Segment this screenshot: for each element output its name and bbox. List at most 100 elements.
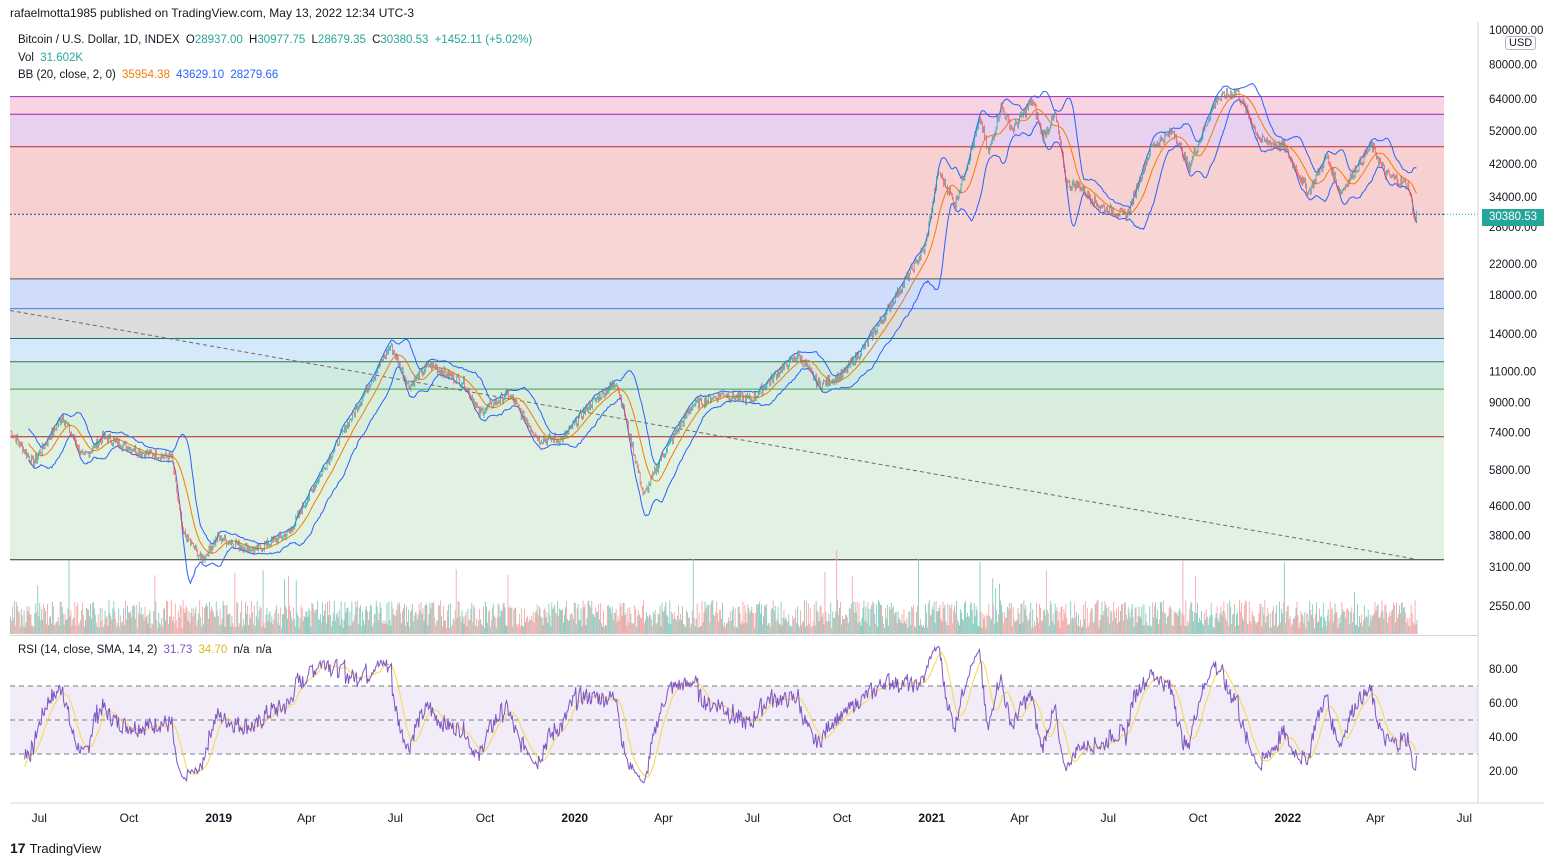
volume-bar [221, 618, 223, 634]
volume-bar [1408, 617, 1410, 634]
volume-bar [918, 559, 920, 634]
volume-bar [51, 601, 53, 634]
volume-bar [502, 603, 504, 634]
volume-bar [906, 618, 908, 634]
volume-bar [126, 619, 127, 634]
volume-bar [173, 623, 175, 634]
volume-bar [1091, 608, 1093, 634]
volume-bar [328, 600, 330, 634]
volume-bar [399, 602, 401, 634]
volume-bar [1134, 608, 1136, 634]
volume-bar [668, 623, 670, 634]
volume-bar [1098, 627, 1100, 634]
volume-bar [412, 621, 414, 634]
volume-bar [809, 607, 811, 634]
volume-bar [545, 617, 547, 634]
volume-bar [1195, 576, 1197, 634]
volume-bar [626, 625, 628, 634]
fib-zones [10, 96, 1478, 561]
volume-bar [452, 618, 454, 634]
volume-bar [1164, 613, 1166, 634]
volume-bar [924, 604, 926, 634]
volume-bar [644, 619, 646, 634]
volume-bar [718, 621, 720, 634]
volume-bar [380, 607, 382, 634]
volume-bar [781, 625, 783, 634]
volume-bar [645, 611, 647, 634]
volume-bar [345, 612, 347, 634]
volume-bar [522, 625, 523, 634]
volume-bar [172, 616, 174, 634]
volume-bar [255, 615, 257, 634]
volume-bar [1244, 600, 1246, 634]
volume-bar [770, 609, 772, 634]
volume-bar [236, 601, 238, 634]
volume-bar [203, 624, 205, 634]
volume-bar [304, 617, 306, 634]
volume-bar [1196, 613, 1198, 634]
volume-bar [674, 611, 676, 634]
volume-bar [1410, 604, 1412, 634]
volume-bar [338, 610, 340, 634]
volume-bar [1334, 603, 1336, 634]
volume-bar [812, 621, 814, 634]
volume-bar [464, 615, 466, 634]
volume-bar [951, 604, 953, 634]
volume-bar [611, 607, 613, 634]
volume-bar [130, 616, 132, 634]
volume-bar [1171, 625, 1173, 634]
volume-bar [632, 623, 634, 634]
volume-bar [865, 606, 867, 634]
volume-bar [55, 621, 57, 634]
volume-bar [552, 608, 554, 634]
volume-bar [766, 625, 768, 634]
volume-bar [147, 623, 149, 634]
volume-bar [921, 624, 922, 634]
volume-bar [1306, 613, 1308, 634]
volume-bar [298, 627, 300, 634]
volume-bar [660, 626, 662, 634]
volume-bar [1360, 614, 1362, 634]
volume-bar [551, 602, 553, 634]
volume-bar [604, 626, 605, 634]
volume-bar [238, 626, 240, 634]
volume-bar [608, 608, 610, 634]
volume-bar [1210, 603, 1212, 634]
volume-bar [946, 625, 948, 634]
volume-bar [1024, 609, 1026, 634]
volume-bar [310, 626, 312, 634]
volume-bar [267, 621, 269, 634]
rsi-tick-label: 20.00 [1489, 766, 1518, 778]
volume-bar [1068, 625, 1070, 634]
volume-bar [615, 609, 617, 634]
volume-bar [513, 609, 515, 634]
volume-bar [386, 602, 388, 634]
volume-bar [508, 608, 510, 634]
volume-bar [844, 614, 846, 634]
volume-bar [37, 585, 39, 634]
volume-bar [11, 606, 13, 634]
volume-bar [389, 619, 391, 634]
volume-bar [504, 607, 506, 634]
volume-bar [482, 625, 484, 634]
volume-bar [1415, 624, 1417, 634]
volume-bar [95, 622, 97, 634]
volume-bar [889, 609, 891, 634]
volume-bar [968, 616, 970, 634]
volume-bar [820, 605, 822, 634]
volume-bar [207, 606, 208, 634]
volume-bar [554, 604, 556, 634]
volume-bar [688, 617, 690, 634]
volume-bar [195, 606, 197, 634]
volume-bar [929, 615, 931, 634]
volume-bar [964, 600, 966, 634]
volume-bar [1386, 612, 1388, 634]
volume-bar [934, 622, 936, 634]
volume-bar [1218, 622, 1220, 634]
volume-bar [676, 620, 678, 634]
footer-brand[interactable]: 17 TradingView [10, 840, 101, 856]
volume-bar [1238, 624, 1239, 634]
currency-label[interactable]: USD [1505, 36, 1537, 50]
volume-bar [619, 602, 621, 634]
